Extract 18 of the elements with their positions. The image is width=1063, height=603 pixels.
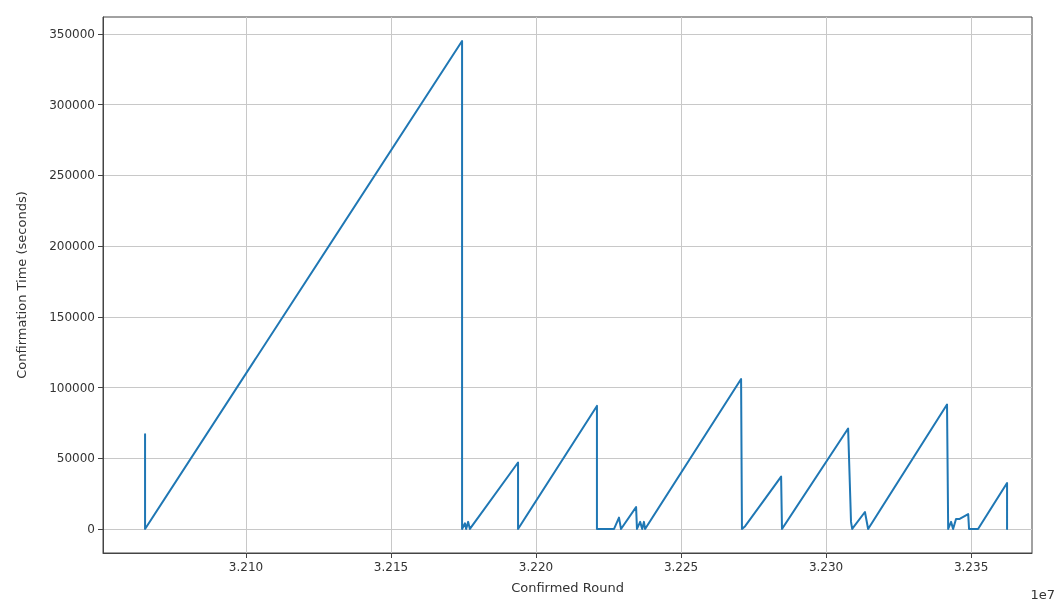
- y-tick-label: 150000: [49, 309, 95, 324]
- x-tick-label: 3.220: [518, 560, 554, 574]
- x-tick-label: 3.215: [373, 560, 409, 574]
- y-tick-label: 50000: [56, 451, 95, 466]
- y-tick-label: 0: [87, 521, 95, 536]
- y-tick-label: 200000: [49, 239, 95, 254]
- line-series: [144, 40, 1009, 530]
- y-tick-label: 300000: [49, 97, 95, 112]
- text: 1e7: [1030, 587, 1056, 602]
- x-tick-label: 3.230: [808, 560, 844, 574]
- x-axis-title: Confirmed Round: [511, 580, 624, 595]
- y-tick-label: 100000: [49, 380, 95, 395]
- y-axis-title: Confirmation Time (seconds): [14, 191, 29, 379]
- y-tick-label: 350000: [49, 26, 95, 41]
- x-tick-label: 3.225: [663, 560, 699, 574]
- x-tick-label: 3.210: [228, 560, 264, 574]
- x-tick-label: 3.235: [953, 560, 989, 574]
- y-tick-label: 250000: [49, 168, 95, 183]
